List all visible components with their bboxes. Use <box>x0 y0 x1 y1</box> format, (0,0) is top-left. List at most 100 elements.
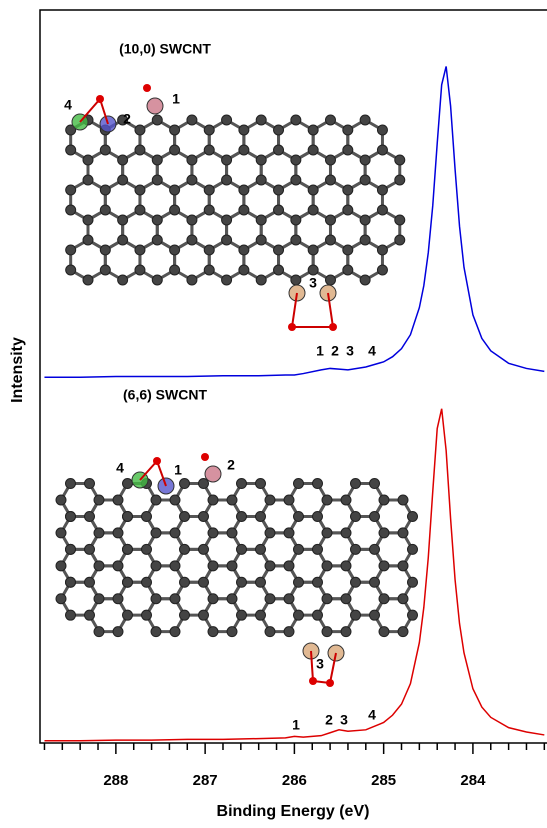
carbon-atom <box>313 544 323 554</box>
annotation: 2 <box>227 457 235 473</box>
carbon-atom <box>265 594 275 604</box>
carbon-atom <box>118 175 128 185</box>
carbon-atom <box>170 125 180 135</box>
carbon-atom <box>379 561 389 571</box>
oxygen-atom <box>288 323 296 331</box>
carbon-atom <box>265 627 275 637</box>
x-tick-label: 285 <box>371 772 396 789</box>
carbon-atom <box>313 577 323 587</box>
carbon-atom <box>199 610 209 620</box>
carbon-atom <box>274 185 284 195</box>
carbon-atom <box>152 235 162 245</box>
carbon-atom <box>113 528 123 538</box>
carbon-atom <box>408 610 418 620</box>
chart: Binding Energy (eV) Intensity (10,0) SWC… <box>0 0 547 823</box>
carbon-atom <box>170 145 180 155</box>
annotation: (6,6) SWCNT <box>123 387 207 403</box>
carbon-atom <box>370 544 380 554</box>
carbon-atom <box>360 155 370 165</box>
carbon-atom <box>325 275 335 285</box>
carbon-atom <box>322 495 332 505</box>
carbon-atom <box>237 544 247 554</box>
carbon-atom <box>360 215 370 225</box>
y-axis-label: Intensity <box>9 337 26 403</box>
bond <box>71 240 106 280</box>
annotation: 4 <box>368 343 376 359</box>
carbon-atom <box>113 561 123 571</box>
carbon-atom <box>118 235 128 245</box>
carbon-atom <box>325 215 335 225</box>
carbon-atom <box>56 594 66 604</box>
carbon-atom <box>274 205 284 215</box>
carbon-atom <box>274 145 284 155</box>
carbon-atom <box>351 479 361 489</box>
carbon-atom <box>256 155 266 165</box>
carbon-atom <box>294 479 304 489</box>
annotation: 4 <box>368 707 376 723</box>
carbon-atom <box>398 627 408 637</box>
carbon-atom <box>100 145 110 155</box>
x-tick-label: 288 <box>103 772 128 789</box>
annotation: 3 <box>340 712 348 728</box>
carbon-atom <box>199 479 209 489</box>
carbon-atom <box>227 627 237 637</box>
carbon-atom <box>94 627 104 637</box>
carbon-atom <box>152 155 162 165</box>
bond <box>375 500 413 533</box>
structure-drawings <box>56 84 418 687</box>
carbon-atom <box>170 495 180 505</box>
carbon-atom <box>170 185 180 195</box>
bond <box>244 240 279 280</box>
annotation: 1 <box>174 462 182 478</box>
carbon-atom <box>284 495 294 505</box>
carbon-atom <box>56 561 66 571</box>
carbon-atom <box>237 610 247 620</box>
carbon-atom <box>151 561 161 571</box>
carbon-atom <box>256 511 266 521</box>
carbon-atom <box>395 215 405 225</box>
carbon-atom <box>377 205 387 215</box>
bond <box>375 533 413 566</box>
carbon-atom <box>379 528 389 538</box>
carbon-atom <box>239 145 249 155</box>
carbon-atom <box>343 245 353 255</box>
annotation: 4 <box>116 460 124 476</box>
carbon-atom <box>284 594 294 604</box>
carbon-atom <box>66 245 76 255</box>
oxygen-atom <box>153 457 161 465</box>
carbon-atom <box>66 577 76 587</box>
carbon-atom <box>343 145 353 155</box>
carbon-atom <box>239 245 249 255</box>
carbon-atom <box>265 495 275 505</box>
annotation: 2 <box>331 343 339 359</box>
carbon-atom <box>274 125 284 135</box>
carbon-atom <box>123 610 133 620</box>
carbon-atom <box>377 145 387 155</box>
carbon-atom <box>351 511 361 521</box>
carbon-atom <box>118 155 128 165</box>
carbon-atom <box>237 577 247 587</box>
carbon-atom <box>291 215 301 225</box>
carbon-atom <box>408 511 418 521</box>
carbon-atom <box>135 265 145 275</box>
bond <box>375 566 413 599</box>
x-tick-label: 284 <box>460 772 486 789</box>
carbon-atom <box>308 205 318 215</box>
x-tick-label: 287 <box>193 772 218 789</box>
carbon-atom <box>294 577 304 587</box>
carbon-atom <box>170 561 180 571</box>
carbon-atom <box>308 265 318 275</box>
carbon-atom <box>208 528 218 538</box>
carbon-atom <box>151 528 161 538</box>
carbon-atom <box>325 235 335 245</box>
carbon-atom <box>151 627 161 637</box>
carbon-atom <box>100 185 110 195</box>
carbon-atom <box>170 528 180 538</box>
carbon-atom <box>118 275 128 285</box>
carbon-atom <box>85 479 95 489</box>
bond <box>105 240 140 280</box>
carbon-atom <box>370 511 380 521</box>
carbon-atom <box>66 479 76 489</box>
functional-atom <box>205 466 221 482</box>
carbon-atom <box>291 175 301 185</box>
